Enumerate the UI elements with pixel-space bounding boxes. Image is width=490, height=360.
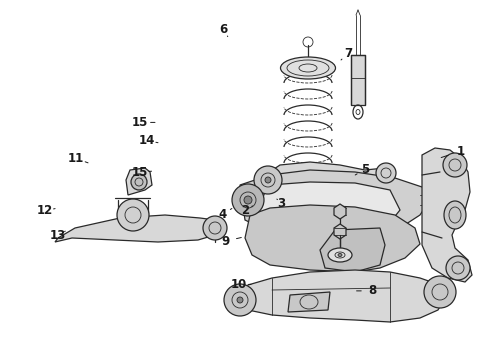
Polygon shape	[55, 215, 220, 242]
Polygon shape	[258, 182, 400, 230]
Polygon shape	[265, 162, 388, 188]
Circle shape	[203, 216, 227, 240]
Circle shape	[424, 276, 456, 308]
Text: 9: 9	[221, 235, 229, 248]
Text: 14: 14	[139, 134, 155, 147]
Text: 13: 13	[49, 229, 66, 242]
Text: 12: 12	[37, 204, 53, 217]
Text: 3: 3	[278, 197, 286, 210]
Circle shape	[244, 196, 252, 204]
Polygon shape	[288, 292, 330, 312]
Text: 15: 15	[131, 166, 148, 179]
Circle shape	[376, 163, 396, 183]
Text: 2: 2	[241, 204, 249, 217]
Ellipse shape	[280, 57, 336, 79]
Text: 6: 6	[219, 23, 227, 36]
Polygon shape	[334, 224, 346, 239]
Polygon shape	[320, 228, 385, 272]
Text: 15: 15	[131, 116, 148, 129]
Text: 8: 8	[368, 284, 376, 297]
Circle shape	[117, 199, 149, 231]
Text: 10: 10	[231, 278, 247, 291]
Polygon shape	[422, 148, 472, 282]
Circle shape	[443, 153, 467, 177]
Text: 1: 1	[457, 145, 465, 158]
Polygon shape	[240, 170, 430, 238]
Circle shape	[232, 184, 264, 216]
Polygon shape	[334, 204, 346, 219]
Text: 5: 5	[361, 163, 369, 176]
Circle shape	[265, 177, 271, 183]
Ellipse shape	[444, 201, 466, 229]
Polygon shape	[245, 205, 420, 272]
Ellipse shape	[338, 253, 342, 257]
Circle shape	[446, 256, 470, 280]
Polygon shape	[351, 55, 365, 105]
Circle shape	[254, 166, 282, 194]
Circle shape	[131, 174, 147, 190]
Ellipse shape	[328, 248, 352, 262]
Text: 4: 4	[219, 208, 227, 221]
Polygon shape	[232, 270, 445, 322]
Text: 7: 7	[344, 47, 352, 60]
Polygon shape	[126, 168, 152, 195]
Circle shape	[224, 284, 256, 316]
Circle shape	[237, 297, 243, 303]
Text: 11: 11	[68, 152, 84, 165]
